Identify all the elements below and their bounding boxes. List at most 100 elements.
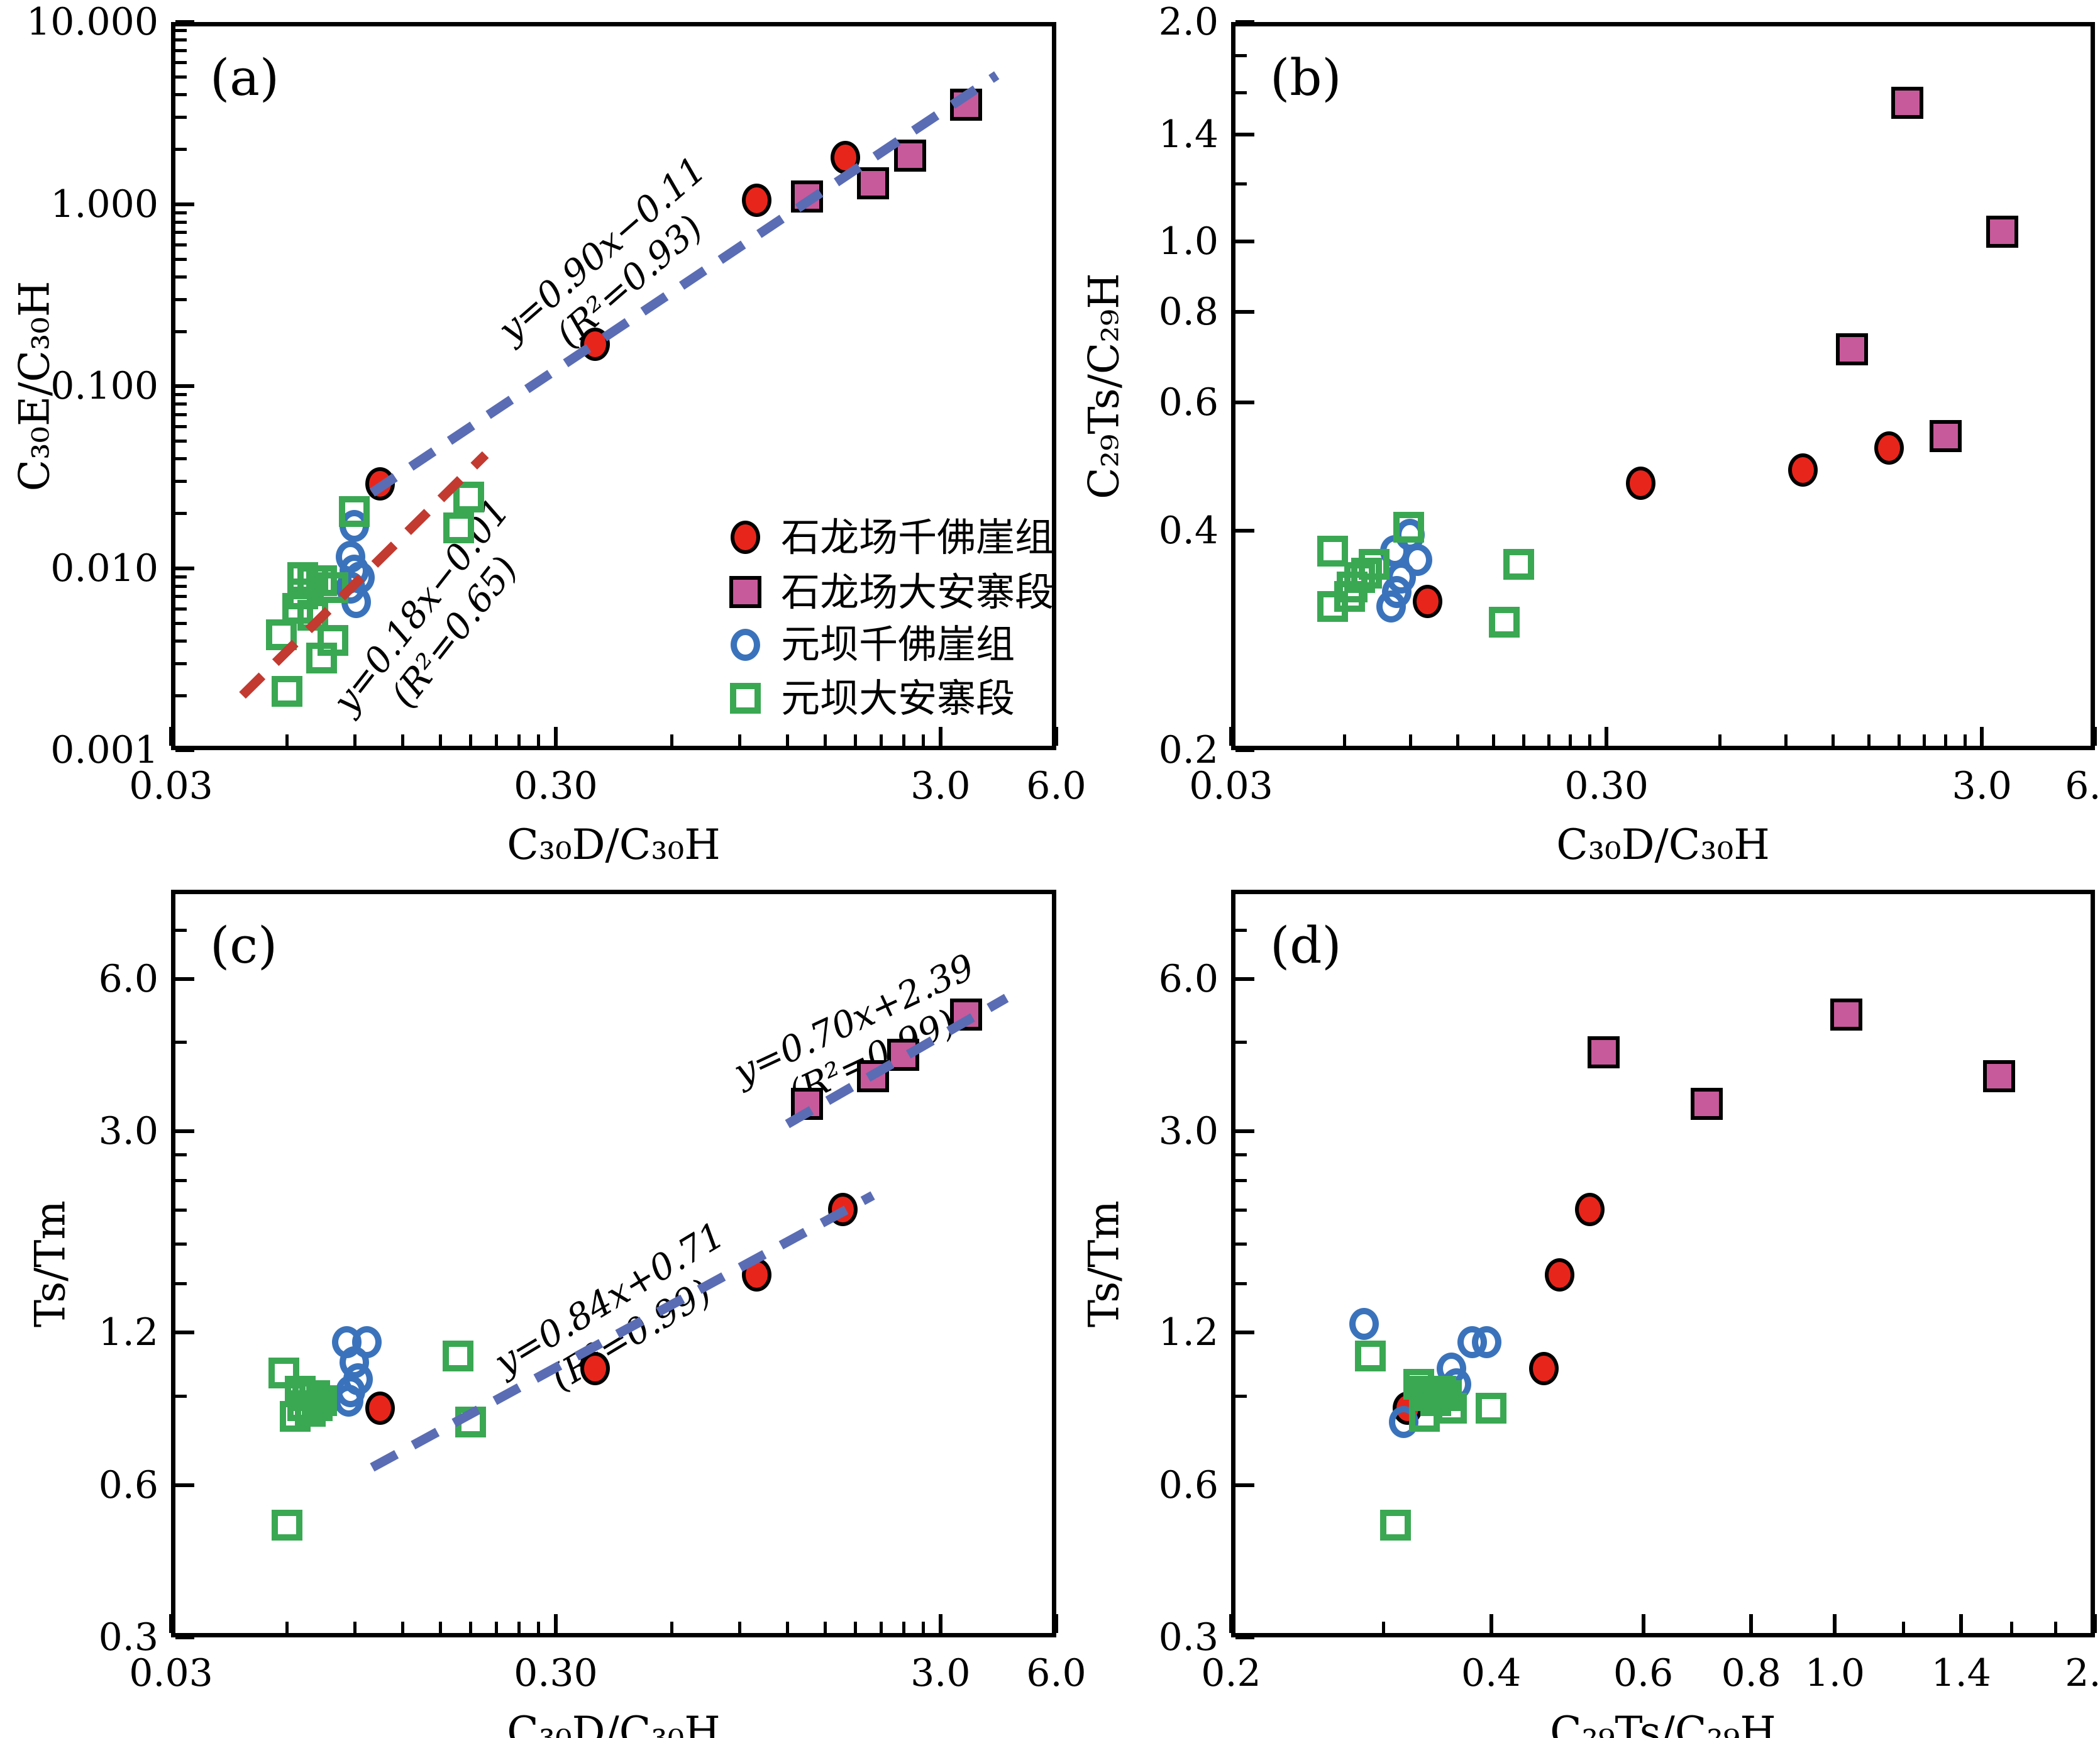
panel-d-box — [1231, 890, 2095, 1637]
y-tick-minor — [1235, 182, 1247, 185]
y-tick-minor — [175, 425, 187, 429]
x-tick-label: 0.2 — [1201, 1651, 1261, 1695]
x-tick-major — [1054, 727, 1058, 746]
y-tick-major — [175, 748, 194, 752]
y-tick-minor — [1235, 1394, 1247, 1398]
y-tick-minor — [175, 93, 187, 97]
x-tick-minor — [517, 1622, 521, 1633]
data-point-slc_qfy — [1874, 431, 1904, 465]
x-tick-minor — [738, 734, 741, 746]
data-point-slc_daz — [1588, 1036, 1620, 1068]
data-point-yb_daz — [1393, 511, 1424, 543]
x-tick-major — [1489, 1614, 1493, 1633]
data-point-yb_daz — [271, 676, 302, 707]
x-tick-minor — [738, 1622, 741, 1633]
data-point-yb_daz — [443, 512, 475, 543]
y-tick-label: 0.4 — [1158, 509, 1219, 553]
y-tick-minor — [1235, 1179, 1247, 1183]
data-point-yb_daz — [453, 482, 484, 513]
data-point-slc_qfy — [1528, 1351, 1559, 1385]
panel-a-box — [171, 22, 1056, 750]
data-point-yb_daz — [1503, 548, 1534, 580]
x-tick-label: 1.4 — [1931, 1651, 1991, 1695]
data-point-slc_daz — [1986, 216, 2019, 248]
legend-marker-slc_daz — [729, 576, 762, 609]
y-tick-label: 1.000 — [50, 182, 158, 226]
data-point-slc_qfy — [1412, 585, 1442, 619]
y-tick-label: 0.6 — [1158, 380, 1219, 425]
data-point-yb_qfy — [1471, 1326, 1501, 1358]
y-tick-major — [175, 202, 194, 206]
data-point-yb_daz — [1409, 1400, 1440, 1432]
data-point-slc_daz — [1690, 1087, 1723, 1120]
y-tick-label: 0.010 — [50, 546, 158, 590]
x-tick-label: 0.8 — [1721, 1651, 1781, 1695]
data-point-slc_qfy — [827, 1193, 858, 1227]
x-tick-minor — [1569, 734, 1572, 746]
y-tick-label: 0.6 — [98, 1463, 158, 1507]
y-tick-label: 0.8 — [1158, 289, 1219, 334]
y-tick-major — [175, 20, 194, 24]
data-point-yb_qfy — [1376, 590, 1406, 623]
data-point-yb_daz — [265, 619, 297, 651]
y-tick-major — [1235, 20, 1254, 24]
x-tick-minor — [854, 734, 858, 746]
y-tick-minor — [175, 661, 187, 665]
y-tick-major — [175, 977, 194, 981]
x-tick-minor — [1922, 734, 1926, 746]
data-point-yb_daz — [442, 1340, 473, 1371]
x-tick-label: 0.30 — [514, 1651, 598, 1695]
x-tick-minor — [1588, 734, 1591, 746]
x-tick-major — [1749, 1614, 1754, 1633]
x-tick-minor — [469, 1622, 473, 1633]
x-tick-major — [938, 1614, 942, 1633]
data-point-yb_daz — [1436, 1393, 1467, 1424]
x-tick-label: 3.0 — [1952, 764, 2012, 808]
data-point-slc_daz — [856, 1060, 889, 1093]
x-tick-minor — [1718, 734, 1721, 746]
x-tick-label: 2.0 — [2065, 1651, 2100, 1695]
x-tick-label: 6.0 — [2065, 764, 2100, 808]
x-tick-label: 0.6 — [1613, 1651, 1674, 1695]
y-tick-minor — [175, 211, 187, 214]
data-point-yb_daz — [271, 1509, 302, 1541]
y-tick-minor — [175, 257, 187, 261]
data-point-yb_daz — [455, 1406, 486, 1437]
data-point-slc_qfy — [1574, 1193, 1605, 1227]
y-tick-minor — [175, 1282, 187, 1286]
y-tick-label: 6.0 — [1158, 956, 1219, 1001]
data-point-yb_daz — [302, 1390, 333, 1422]
data-point-slc_daz — [791, 180, 824, 213]
legend-label: 石龙场大安寨段 — [781, 568, 1054, 615]
x-axis-title-d: C₂₉Ts/C₂₉H — [1550, 1708, 1776, 1738]
legend-marker-yb_qfy — [731, 628, 761, 661]
data-point-yb_daz — [317, 572, 348, 604]
y-tick-label: 1.4 — [1158, 113, 1219, 157]
data-point-yb_daz — [306, 643, 338, 674]
y-tick-minor — [175, 457, 187, 461]
y-tick-major — [1235, 748, 1254, 752]
y-tick-minor — [1235, 91, 1247, 95]
y-tick-minor — [175, 402, 187, 406]
y-tick-label: 6.0 — [98, 956, 158, 1001]
y-tick-minor — [175, 329, 187, 333]
data-point-yb_daz — [1317, 591, 1349, 623]
data-point-yb_daz — [1488, 606, 1520, 638]
y-tick-major — [1235, 1636, 1254, 1639]
y-tick-label: 0.3 — [1158, 1615, 1219, 1659]
x-tick-minor — [1547, 734, 1550, 746]
y-tick-major — [175, 1331, 194, 1335]
x-tick-major — [1229, 1614, 1233, 1633]
y-tick-minor — [175, 393, 187, 397]
x-tick-minor — [902, 1622, 905, 1633]
data-point-slc_daz — [887, 1038, 919, 1071]
y-tick-minor — [175, 48, 187, 52]
y-tick-major — [175, 1483, 194, 1487]
y-tick-minor — [1235, 1282, 1247, 1286]
x-tick-major — [1980, 727, 1984, 746]
y-tick-label: 2.0 — [1158, 0, 1219, 44]
data-point-slc_daz — [893, 139, 926, 172]
y-tick-label: 3.0 — [1158, 1109, 1219, 1154]
data-point-slc_qfy — [1626, 467, 1655, 501]
y-tick-minor — [1235, 53, 1247, 57]
